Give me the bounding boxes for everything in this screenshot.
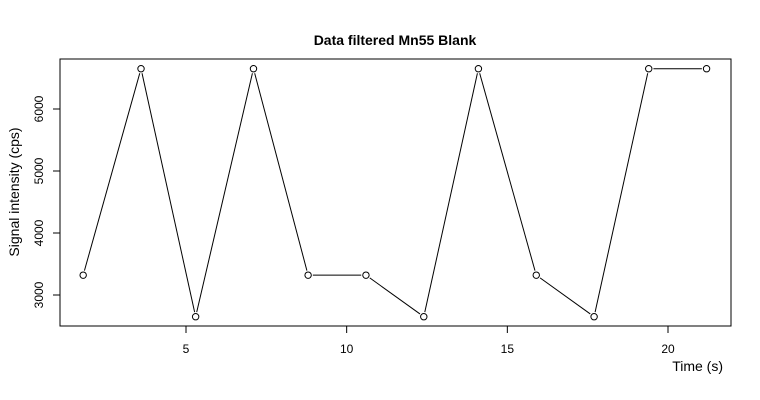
series-line-segment: [539, 277, 591, 315]
x-axis-title: Time (s): [672, 358, 723, 374]
data-point: [362, 271, 370, 279]
series-layer: [79, 65, 711, 321]
y-axis-title: Signal intensity (cps): [6, 127, 22, 256]
x-tick-label: 15: [501, 342, 515, 356]
data-point: [304, 271, 312, 279]
x-axis: 5 10 15 20: [183, 326, 675, 356]
chart-title: Data filtered Mn55 Blank: [314, 32, 477, 48]
y-tick-label: 3000: [32, 281, 46, 308]
data-point: [590, 313, 598, 321]
y-tick-label: 4000: [32, 219, 46, 246]
data-point: [137, 65, 145, 73]
data-point: [532, 271, 540, 279]
x-tick-label: 10: [340, 342, 354, 356]
series-line-segment: [424, 73, 478, 313]
data-point: [191, 313, 200, 321]
series-line-segment: [479, 73, 536, 271]
data-point: [474, 65, 483, 73]
series-line-segment: [254, 73, 308, 271]
series-line-segment: [369, 277, 421, 315]
data-point: [702, 65, 711, 73]
series-line-segment: [141, 73, 196, 313]
series-line-segment: [196, 73, 253, 313]
data-point: [420, 313, 428, 321]
data-point: [249, 65, 258, 73]
x-tick-label: 5: [183, 342, 190, 356]
y-tick-label: 5000: [32, 157, 46, 184]
series-line-segment: [83, 73, 141, 271]
plot-frame: [59, 58, 732, 327]
y-tick-label: 6000: [32, 95, 46, 122]
data-point: [645, 65, 653, 73]
x-tick-label: 20: [661, 342, 675, 356]
y-axis: 3000 4000 5000 6000: [32, 95, 60, 308]
series-line-segment: [594, 73, 649, 313]
data-point: [79, 271, 87, 279]
